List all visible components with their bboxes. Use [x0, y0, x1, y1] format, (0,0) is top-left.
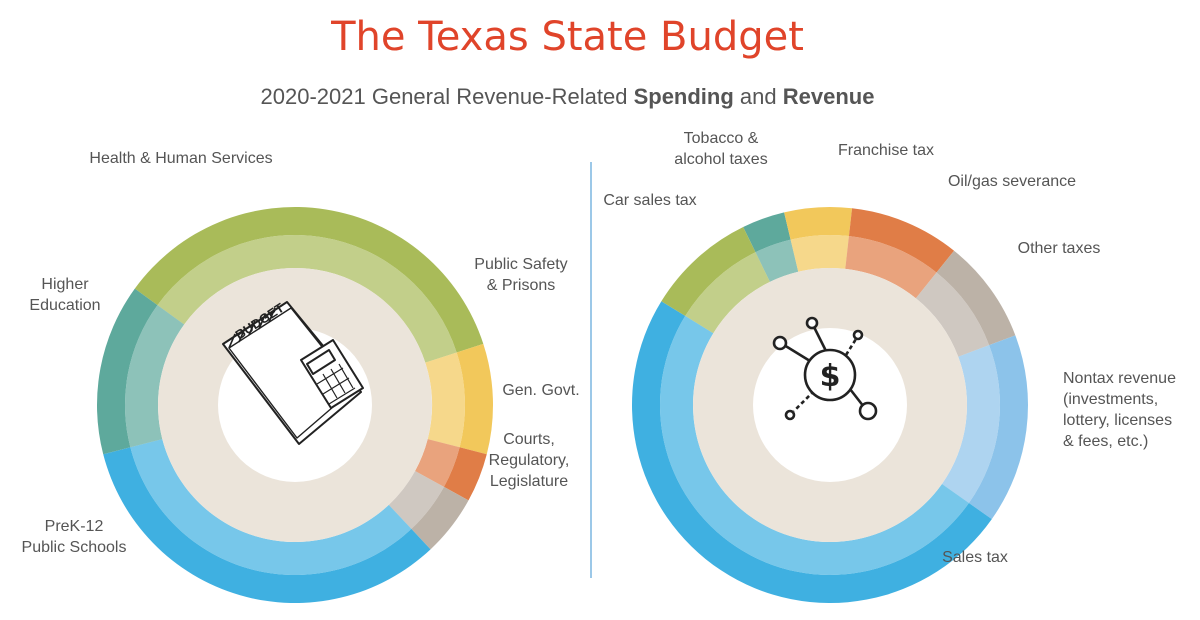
- slice-highlight-higher-education: [124, 305, 185, 448]
- subtitle-prefix: 2020-2021 General Revenue-Related: [260, 84, 634, 109]
- slice-inner-gen-govt: [415, 439, 460, 487]
- slice-highlight-nontax-revenue-investments-lottery-licenses-fees-etc: [941, 345, 1000, 503]
- dollar-network-icon: $: [772, 316, 878, 421]
- slice-label-higher-education: Higher Education: [29, 276, 100, 314]
- slice-inner-nontax-revenue-investments-lottery-licenses-fees-etc: [941, 345, 1000, 503]
- subtitle-middle: and: [733, 84, 783, 109]
- donut-center: [753, 328, 907, 482]
- slice-outer-health-human-services: [134, 207, 484, 353]
- slice-courts-regulatory-legislature: [388, 471, 469, 550]
- page-subtitle: 2020-2021 General Revenue-Related Spendi…: [0, 84, 1135, 110]
- revenue-donut-chart: Tobacco & alcohol taxes Franchise tax Oil/g…: [603, 130, 1176, 604]
- slice-label-courts-regulatory-legislature: Courts, Regulatory, Legislature: [489, 431, 570, 490]
- page-title: The Texas State Budget: [331, 14, 804, 60]
- slice-label-prek-12-public-schools: PreK-12 Public Schools: [22, 518, 127, 556]
- slice-higher-education: [97, 288, 185, 455]
- slice-highlight-other-taxes: [915, 272, 990, 357]
- slice-label-car-sales-tax: Car sales tax: [603, 192, 696, 209]
- slice-outer-franchise-tax: [784, 206, 853, 240]
- slice-health-human-services: [134, 207, 484, 363]
- slice-highlight-tobacco-alcohol-taxes: [755, 239, 799, 282]
- slice-inner-franchise-tax: [790, 234, 849, 272]
- slice-outer-tobacco-alcohol-taxes: [743, 212, 791, 253]
- slice-gen-govt: [415, 439, 487, 501]
- slice-label-other-taxes: Other taxes: [1018, 240, 1101, 257]
- slice-highlight-car-sales-tax: [685, 252, 770, 334]
- slice-outer-higher-education: [97, 288, 158, 455]
- slice-outer-nontax-revenue-investments-lottery-licenses-fees-etc: [968, 335, 1028, 520]
- slice-prek-12-public-schools: [103, 439, 431, 604]
- slice-inner-health-human-services: [157, 235, 457, 363]
- slice-highlight-health-human-services: [157, 235, 457, 363]
- slice-inner-prek-12-public-schools: [130, 439, 412, 576]
- slice-label-nontax-revenue-investments-lottery-licenses-fees-etc: Nontax revenue (investments, lottery, lice…: [1063, 370, 1176, 450]
- slice-outer-car-sales-tax: [661, 227, 756, 316]
- slice-sales-tax: [631, 301, 992, 604]
- slice-car-sales-tax: [661, 227, 770, 334]
- slice-outer-other-taxes: [936, 250, 1016, 346]
- slice-highlight-oil-gas-severance: [845, 236, 937, 299]
- slice-outer-gen-govt: [443, 447, 487, 501]
- slice-outer-sales-tax: [631, 301, 992, 604]
- slice-label-franchise-tax: Franchise tax: [838, 142, 934, 159]
- slice-inner-tobacco-alcohol-taxes: [755, 239, 799, 282]
- slice-other-taxes: [915, 250, 1016, 357]
- slice-inner-public-safety-prisons: [425, 352, 466, 448]
- slice-label-gen-govt: Gen. Govt.: [502, 382, 579, 399]
- slice-nontax-revenue-investments-lottery-licenses-fees-etc: [941, 335, 1028, 520]
- subtitle-spending: Spending: [633, 84, 734, 109]
- subtitle-revenue: Revenue: [782, 84, 875, 109]
- slice-inner-other-taxes: [915, 272, 990, 357]
- slice-highlight-sales-tax: [660, 315, 969, 575]
- slice-label-health-human-services: Health & Human Services: [89, 150, 272, 167]
- slice-highlight-gen-govt: [415, 439, 460, 487]
- slice-inner-car-sales-tax: [685, 252, 770, 334]
- slice-inner-courts-regulatory-legislature: [388, 471, 444, 529]
- slice-public-safety-prisons: [425, 343, 493, 455]
- slice-inner-higher-education: [124, 305, 185, 448]
- slice-tobacco-alcohol-taxes: [743, 212, 799, 282]
- slice-inner-sales-tax: [660, 315, 969, 575]
- slice-label-public-safety-prisons: Public Safety & Prisons: [474, 256, 567, 294]
- slice-franchise-tax: [784, 206, 853, 272]
- slice-inner-oil-gas-severance: [845, 236, 937, 299]
- slice-outer-oil-gas-severance: [848, 208, 955, 273]
- slice-highlight-prek-12-public-schools: [130, 439, 412, 576]
- slice-label-tobacco-alcohol-taxes: Tobacco & alcohol taxes: [674, 130, 767, 168]
- slice-highlight-public-safety-prisons: [425, 352, 466, 448]
- chart-divider: [590, 162, 592, 578]
- slice-label-sales-tax: Sales tax: [942, 549, 1008, 566]
- slice-highlight-franchise-tax: [790, 234, 849, 272]
- slice-label-oil-gas-severance: Oil/gas severance: [948, 173, 1076, 190]
- slice-outer-public-safety-prisons: [456, 343, 493, 455]
- svg-text:$: $: [820, 359, 841, 394]
- slice-outer-prek-12-public-schools: [103, 447, 431, 604]
- slice-outer-courts-regulatory-legislature: [411, 486, 469, 550]
- slice-oil-gas-severance: [845, 208, 955, 299]
- slice-highlight-courts-regulatory-legislature: [388, 471, 444, 529]
